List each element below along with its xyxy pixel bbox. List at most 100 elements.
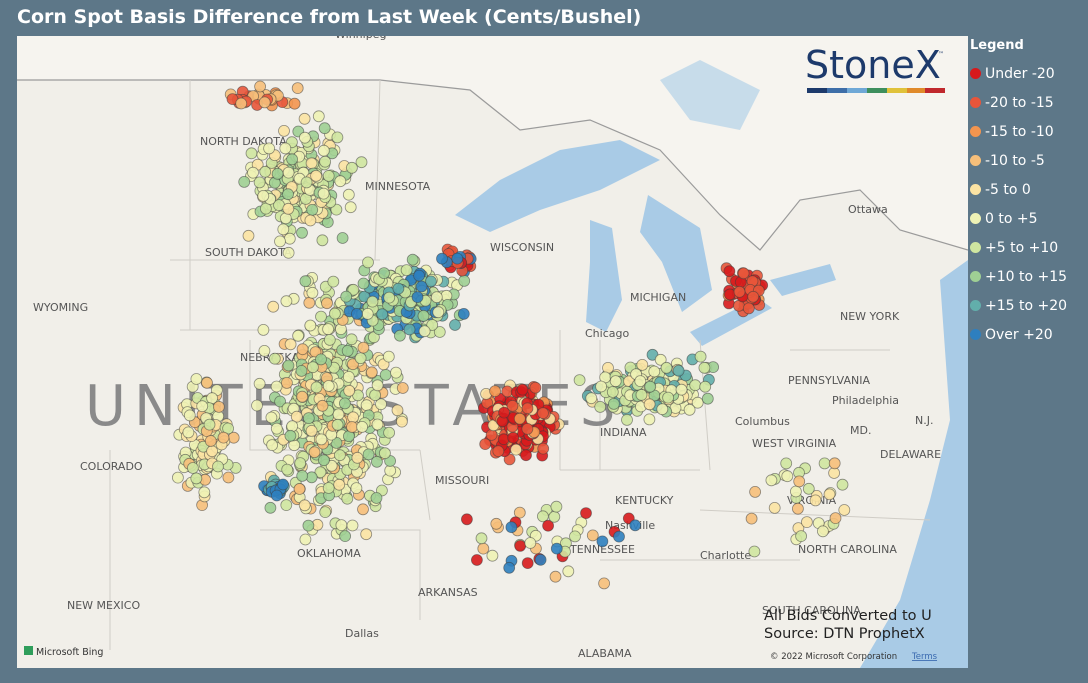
- bid-point: [296, 226, 308, 239]
- bid-point: [370, 492, 383, 504]
- bid-point: [304, 214, 317, 227]
- bid-point: [310, 169, 323, 182]
- bid-point: [315, 310, 327, 323]
- bid-point: [829, 512, 842, 524]
- bid-point: [417, 309, 430, 322]
- legend-item[interactable]: +10 to +15: [970, 262, 1067, 291]
- legend-label: -10 to -5: [985, 152, 1045, 169]
- bid-point: [415, 280, 428, 293]
- legend-item[interactable]: +5 to +10: [970, 233, 1067, 262]
- bid-point: [371, 418, 384, 431]
- bid-point: [376, 308, 389, 321]
- bid-point: [294, 457, 307, 470]
- legend-label: +5 to +10: [985, 239, 1059, 256]
- map-label: WEST VIRGINIA: [752, 437, 837, 450]
- legend-swatch: [970, 155, 981, 166]
- bid-point: [284, 338, 297, 351]
- bid-point: [254, 80, 267, 93]
- bid-point: [573, 374, 586, 387]
- bid-point: [335, 519, 348, 531]
- map-label: NEW YORK: [840, 310, 900, 323]
- bid-point: [282, 166, 295, 179]
- bid-point: [283, 232, 296, 245]
- bid-point: [317, 454, 330, 467]
- map-label: NORTH CAROLINA: [798, 543, 897, 556]
- bid-point: [395, 415, 408, 428]
- map-label: Dallas: [345, 627, 379, 640]
- bid-point: [418, 325, 431, 338]
- bid-point: [818, 457, 831, 470]
- bid-point: [510, 443, 522, 456]
- bid-point: [742, 302, 755, 315]
- bid-point: [350, 307, 363, 320]
- legend-item[interactable]: -15 to -10: [970, 117, 1067, 146]
- bid-point: [319, 506, 332, 518]
- legend-item[interactable]: +15 to +20: [970, 291, 1067, 320]
- bid-point: [432, 306, 445, 319]
- bid-point: [698, 361, 711, 374]
- map-label: ALABAMA: [578, 647, 632, 660]
- map-label: SOUTH CAROLINA: [762, 604, 861, 617]
- legend-item[interactable]: -10 to -5: [970, 146, 1067, 175]
- map-label: ARKANSAS: [418, 586, 478, 599]
- bid-point: [371, 379, 384, 392]
- legend-item[interactable]: Under -20: [970, 59, 1067, 88]
- bid-point: [369, 389, 382, 402]
- bid-point: [534, 553, 547, 566]
- bid-point: [257, 189, 270, 202]
- bid-point: [286, 153, 299, 166]
- bid-point: [344, 201, 357, 214]
- bid-point: [279, 142, 292, 155]
- bid-point: [479, 438, 492, 451]
- logo-text: StoneX: [805, 43, 941, 87]
- bid-point: [253, 377, 266, 390]
- bid-point: [490, 517, 503, 530]
- legend-label: Over +20: [985, 326, 1053, 343]
- legend-item[interactable]: 0 to +5: [970, 204, 1067, 233]
- bid-point: [247, 166, 259, 179]
- bid-point: [282, 202, 295, 215]
- legend-item[interactable]: -5 to 0: [970, 175, 1067, 204]
- bid-point: [521, 557, 534, 569]
- legend-item[interactable]: -20 to -15: [970, 88, 1067, 117]
- bid-point: [298, 499, 311, 512]
- bid-point: [489, 385, 502, 398]
- bid-point: [436, 252, 448, 265]
- bid-point: [793, 475, 806, 488]
- bid-point: [569, 530, 581, 543]
- bid-point: [336, 232, 349, 244]
- legend: Legend Under -20 -20 to -15 -15 to -10 -10 …: [970, 38, 1067, 349]
- bid-point: [198, 486, 211, 499]
- bid-point: [190, 373, 203, 385]
- bid-point: [737, 267, 750, 280]
- bid-point: [621, 413, 633, 426]
- bid-point: [550, 500, 563, 513]
- bid-point: [282, 246, 295, 259]
- bid-point: [513, 506, 526, 519]
- bid-point: [433, 326, 446, 338]
- bid-point: [305, 157, 318, 170]
- bid-point: [596, 535, 609, 548]
- bid-point: [675, 383, 688, 396]
- bid-point: [383, 291, 396, 304]
- legend-swatch: [970, 97, 981, 108]
- bid-point: [411, 291, 424, 304]
- bid-point: [190, 472, 203, 485]
- bid-point: [748, 545, 761, 558]
- bid-point: [322, 380, 335, 392]
- bid-point: [346, 421, 358, 433]
- bid-point: [171, 471, 184, 484]
- legend-item[interactable]: Over +20: [970, 320, 1067, 349]
- bid-point: [838, 504, 851, 516]
- terms-link[interactable]: Terms: [911, 652, 938, 662]
- title: Corn Spot Basis Difference from Last Wee…: [17, 6, 642, 28]
- bid-point: [699, 380, 712, 393]
- bid-point: [203, 418, 216, 431]
- bid-point: [300, 176, 313, 189]
- bid-point: [281, 463, 294, 476]
- bid-point: [238, 175, 251, 188]
- map-label: MICHIGAN: [630, 291, 686, 304]
- map-label: WYOMING: [33, 301, 88, 314]
- map-label: MINNESOTA: [365, 180, 431, 193]
- bid-point: [654, 353, 667, 366]
